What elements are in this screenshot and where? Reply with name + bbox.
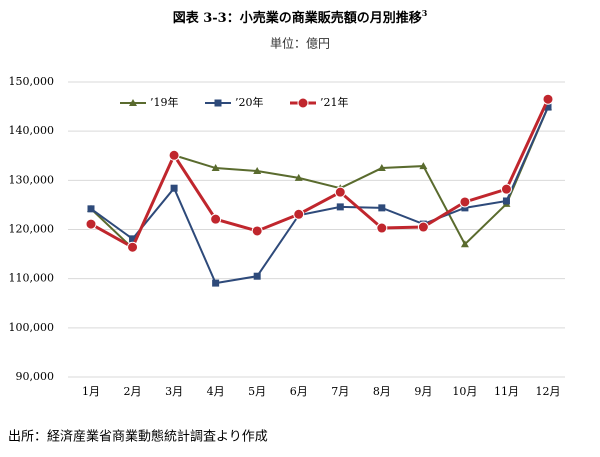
x-tick-label: 10月 bbox=[452, 385, 477, 398]
x-tick-label: 4月 bbox=[207, 385, 225, 398]
chart-title: 図表 3-3：小売業の商業販売額の月別推移3 bbox=[173, 8, 428, 26]
point bbox=[334, 186, 346, 198]
y-tick-label: 110,000 bbox=[9, 272, 55, 285]
point bbox=[85, 218, 97, 230]
legend-label: ’19年 bbox=[150, 95, 179, 109]
point bbox=[542, 93, 554, 105]
x-tick-label: 8月 bbox=[373, 385, 391, 398]
title-note: 3 bbox=[422, 8, 428, 18]
point bbox=[294, 173, 303, 181]
series-line bbox=[90, 98, 550, 250]
x-tick-label: 12月 bbox=[536, 385, 561, 398]
legend-marker bbox=[214, 99, 222, 107]
point bbox=[336, 203, 344, 211]
y-tick-label: 130,000 bbox=[9, 173, 55, 186]
x-tick-label: 7月 bbox=[331, 385, 349, 398]
point bbox=[253, 272, 261, 280]
title-text: 図表 3-3：小売業の商業販売額の月別推移 bbox=[173, 10, 422, 26]
point bbox=[502, 197, 510, 205]
point bbox=[377, 164, 386, 172]
x-tick-label: 9月 bbox=[414, 385, 432, 398]
series-line bbox=[90, 106, 549, 250]
point bbox=[170, 184, 178, 192]
x-tick-label: 5月 bbox=[248, 385, 266, 398]
point bbox=[376, 222, 388, 234]
point bbox=[251, 225, 263, 237]
legend-marker bbox=[297, 97, 309, 109]
x-tick-label: 6月 bbox=[290, 385, 308, 398]
legend-marker bbox=[129, 99, 137, 106]
source-note: 出所：経済産業省商業動態統計調査より作成 bbox=[8, 429, 268, 445]
x-tick-label: 3月 bbox=[165, 385, 183, 398]
unit-label: 単位：億円 bbox=[270, 36, 330, 51]
point bbox=[293, 208, 305, 220]
point bbox=[419, 162, 428, 170]
y-tick-label: 100,000 bbox=[9, 321, 55, 334]
y-tick-label: 140,000 bbox=[9, 124, 55, 137]
point bbox=[87, 205, 95, 213]
point bbox=[212, 279, 220, 287]
x-tick-label: 11月 bbox=[494, 385, 519, 398]
point bbox=[500, 183, 512, 195]
point bbox=[210, 213, 222, 225]
point bbox=[211, 164, 220, 172]
legend-label: ’20年 bbox=[235, 95, 264, 109]
series-line bbox=[90, 106, 549, 285]
y-tick-label: 150,000 bbox=[9, 75, 55, 88]
point bbox=[129, 235, 137, 243]
y-tick-label: 90,000 bbox=[16, 370, 55, 383]
point bbox=[460, 240, 469, 248]
point bbox=[417, 221, 429, 233]
legend-label: ’21年 bbox=[320, 95, 349, 109]
point bbox=[461, 204, 469, 212]
point bbox=[253, 166, 262, 174]
x-tick-label: 2月 bbox=[124, 385, 142, 398]
point bbox=[459, 196, 471, 208]
point bbox=[378, 204, 386, 212]
point bbox=[168, 149, 180, 161]
point bbox=[544, 103, 552, 111]
y-tick-label: 120,000 bbox=[9, 223, 55, 236]
x-tick-label: 1月 bbox=[82, 385, 100, 398]
point bbox=[127, 241, 139, 253]
